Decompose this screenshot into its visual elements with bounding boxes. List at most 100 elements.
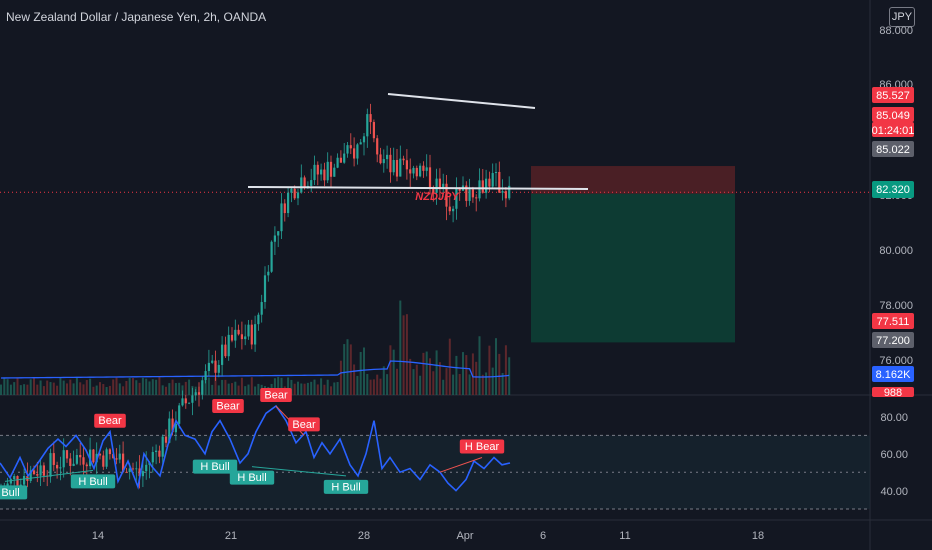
volume-bar [49,382,52,395]
volume-bar [42,386,45,395]
candle [115,458,118,460]
volume-bar [280,377,283,395]
candle [488,178,491,187]
candle [52,453,55,465]
volume-bar [313,379,316,395]
bull-label: H Bull [0,485,28,500]
candle [237,329,240,335]
candle [102,455,105,467]
volume-bar [323,384,326,395]
price-badges: 85.527 85.049 01:24:01 85.022 82.320 77.511 77… [872,87,914,399]
volume-bar [465,355,468,395]
candle [158,450,161,457]
candle [188,402,191,404]
volume-bar [501,372,504,395]
candle [247,324,250,337]
volume-ma-line [0,360,510,379]
price-badge: 77.200 [872,332,914,348]
volume-bar [349,344,352,395]
volume-bar [95,385,98,395]
currency-button[interactable]: JPY [889,7,915,27]
candle [386,154,389,160]
candle [13,476,16,480]
candle [468,189,471,201]
price-badge: 82.320 [872,181,914,198]
volume-bar [221,379,224,395]
volume-bar [247,384,250,395]
candle [201,380,204,395]
trend-lines[interactable]: NZDJPY [247,93,589,203]
volume-bar [244,386,247,395]
label-text: H Bull [0,487,20,499]
bear-label: Bear [94,413,126,428]
volume-bar [419,375,422,395]
candle [141,471,144,477]
volume-bar [132,378,134,395]
volume-bar [9,384,12,395]
volume-bar [343,344,346,395]
label-box [212,399,244,413]
label-text: H Bull [200,461,229,473]
volume-bar [66,383,68,395]
candle [438,178,441,188]
volume-bar [148,381,151,395]
volume-bar [118,383,121,395]
volume-bar [402,315,405,395]
candle [263,275,267,303]
candle [118,453,121,460]
candle [257,314,260,325]
candles [0,103,511,499]
candle [448,206,451,212]
volume-bar [13,382,16,395]
volume-bar [425,351,428,395]
volume-bar [115,377,118,395]
candle [105,449,108,467]
volume-bar [300,383,303,395]
candle [42,465,45,476]
volume-bar [316,384,319,395]
volume-bar [0,384,2,395]
bull-label: H Bull [70,474,116,489]
candle [329,161,333,177]
label-text: Bear [264,389,288,401]
candle [191,395,194,403]
volume-bar [46,380,49,395]
candle [214,360,217,373]
volume-bar [155,379,158,395]
candle [283,203,286,214]
candle [498,171,501,193]
candle [75,454,78,464]
candle [131,468,135,470]
volume-bar [151,379,154,395]
volume-bar [290,379,293,395]
volume-bar [171,379,174,395]
bear-label: H Bear [459,439,505,454]
volume-bar [26,384,29,395]
price-badge: 77.511 [872,313,914,329]
candle [455,188,458,209]
candle [409,169,412,174]
position-tool[interactable] [0,166,870,343]
volume-bar [495,338,497,395]
oscillator-pane: Bear Bear Bear Bear H Bear H Bull H Bull H Bull… [0,387,511,500]
volume-bar [488,345,491,395]
volume-bar [36,384,39,395]
price-badge: 01:24:01 [872,122,914,137]
label-box [229,470,275,485]
volume-bar [359,351,362,395]
volume-bar [396,368,398,395]
candle [161,436,164,457]
volume-bar [508,357,511,395]
candle [359,142,362,145]
volume-bar [105,386,108,395]
candle [155,450,158,453]
candle [59,467,62,469]
price-badge: 85.527 [872,87,914,103]
candle [122,453,125,473]
volume-bar [214,377,217,395]
volume-bar [227,383,230,395]
candle [422,165,425,171]
candle [79,454,82,458]
badge-text: 85.527 [876,90,910,102]
